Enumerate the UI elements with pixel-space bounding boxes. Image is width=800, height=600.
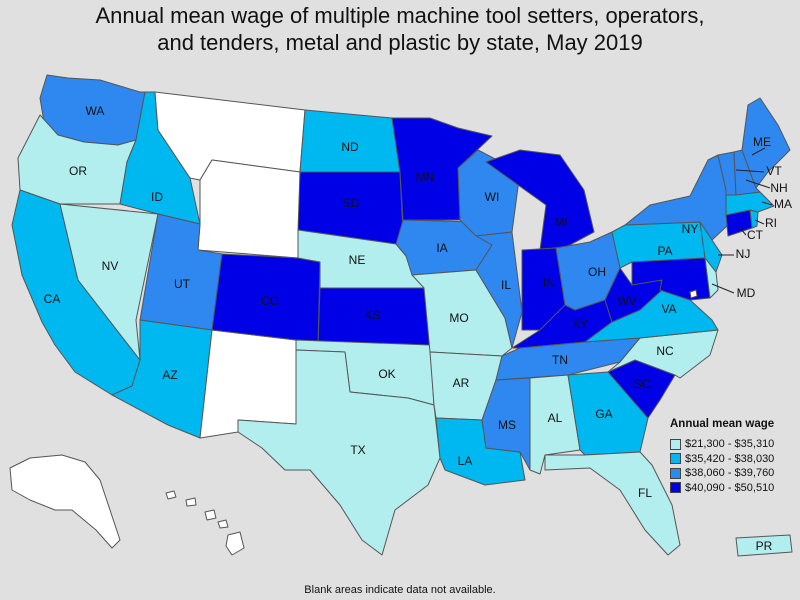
state-hi-5[interactable] [225, 531, 245, 556]
state-label-va: VA [661, 302, 676, 316]
state-label-or: OR [69, 164, 87, 178]
legend-swatch-4 [670, 482, 681, 494]
state-label-wa: WA [86, 104, 105, 118]
state-label-ri: RI [765, 216, 777, 230]
legend-swatch-1 [670, 438, 681, 450]
state-me[interactable] [741, 97, 791, 189]
state-label-nd: ND [341, 140, 359, 154]
state-label-ut: UT [174, 277, 191, 291]
state-label-ny: NY [682, 222, 699, 236]
state-label-co: CO [261, 294, 279, 308]
state-label-ar: AR [453, 376, 470, 390]
state-tx[interactable] [237, 349, 441, 556]
state-wy[interactable] [197, 159, 301, 259]
legend-row-2: $35,420 - $38,030 [664, 452, 800, 467]
legend-label-3: $38,060 - $39,760 [685, 467, 775, 480]
legend-label-4: $40,090 - $50,510 [685, 481, 775, 494]
legend-row-1: $21,300 - $35,310 [664, 437, 800, 452]
state-label-il: IL [501, 278, 511, 292]
state-label-ks: KS [364, 308, 380, 322]
state-label-me: ME [753, 135, 771, 149]
state-label-ma: MA [774, 197, 792, 211]
state-fl[interactable] [544, 451, 681, 556]
legend-label-2: $35,420 - $38,030 [685, 452, 775, 465]
state-mi[interactable] [485, 149, 595, 251]
state-label-la: LA [458, 454, 473, 468]
state-label-sd: SD [343, 196, 360, 210]
state-label-nc: NC [656, 344, 674, 358]
map-title-line-2: and tenders, metal and plastic by state,… [157, 30, 643, 55]
legend-swatch-2 [670, 453, 681, 465]
state-label-wv: WV [617, 294, 636, 308]
state-dc[interactable] [689, 289, 698, 299]
state-hi-2[interactable] [185, 497, 197, 507]
footnote: Blank areas indicate data not available. [304, 584, 496, 596]
state-label-mn: MN [416, 170, 435, 184]
state-label-oh: OH [588, 265, 606, 279]
state-nh[interactable] [733, 149, 761, 196]
state-ri[interactable] [749, 209, 759, 229]
state-il[interactable] [475, 231, 523, 349]
state-label-mo: MO [449, 311, 468, 325]
state-label-md: MD [737, 286, 756, 300]
state-labels: WA OR CA NV ID UT AZ CO ND SD NE KS OK T… [44, 104, 792, 553]
state-hi-4[interactable] [217, 519, 229, 529]
state-label-sc: SC [634, 377, 651, 391]
legend-label-1: $21,300 - $35,310 [685, 438, 775, 451]
state-label-pa: PA [657, 244, 672, 258]
state-label-nh: NH [770, 181, 787, 195]
state-hi-group[interactable] [165, 490, 245, 556]
state-label-ne: NE [349, 253, 366, 267]
state-label-al: AL [548, 411, 563, 425]
state-ak[interactable] [9, 454, 121, 549]
state-label-pr: PR [756, 539, 773, 553]
legend-row-3: $38,060 - $39,760 [664, 466, 800, 481]
state-label-ms: MS [498, 418, 516, 432]
state-label-vt: VT [766, 164, 782, 178]
state-vt[interactable] [717, 151, 737, 196]
legend-title: Annual mean wage [670, 418, 775, 430]
legend-row-4: $40,090 - $50,510 [664, 481, 800, 496]
state-label-tx: TX [350, 443, 365, 457]
state-label-mi: MI [554, 215, 567, 229]
state-label-ca: CA [44, 292, 61, 306]
state-label-id: ID [151, 190, 163, 204]
state-label-tn: TN [552, 353, 568, 367]
state-label-ky: KY [572, 317, 588, 331]
state-label-nj: NJ [736, 247, 751, 261]
state-label-fl: FL [638, 486, 652, 500]
legend-swatch-3 [670, 467, 681, 479]
state-label-ct: CT [747, 228, 764, 242]
state-label-in: IN [543, 276, 555, 290]
map-title-line-1: Annual mean wage of multiple machine too… [95, 3, 705, 28]
state-pr[interactable] [735, 534, 793, 557]
state-label-ia: IA [436, 241, 447, 255]
state-label-az: AZ [162, 368, 177, 382]
legend: Annual mean wage $21,300 - $35,310 $35,4… [664, 418, 800, 495]
map-title: Annual mean wage of multiple machine too… [0, 2, 800, 56]
state-label-nv: NV [102, 259, 119, 273]
state-label-ok: OK [378, 367, 395, 381]
state-label-wi: WI [485, 190, 500, 204]
state-hi-3[interactable] [204, 509, 217, 521]
state-label-ga: GA [595, 407, 612, 421]
state-nj[interactable] [699, 221, 723, 273]
label-leader-lines [711, 147, 773, 294]
state-hi-1[interactable] [165, 490, 177, 500]
state-nv[interactable] [59, 203, 159, 361]
